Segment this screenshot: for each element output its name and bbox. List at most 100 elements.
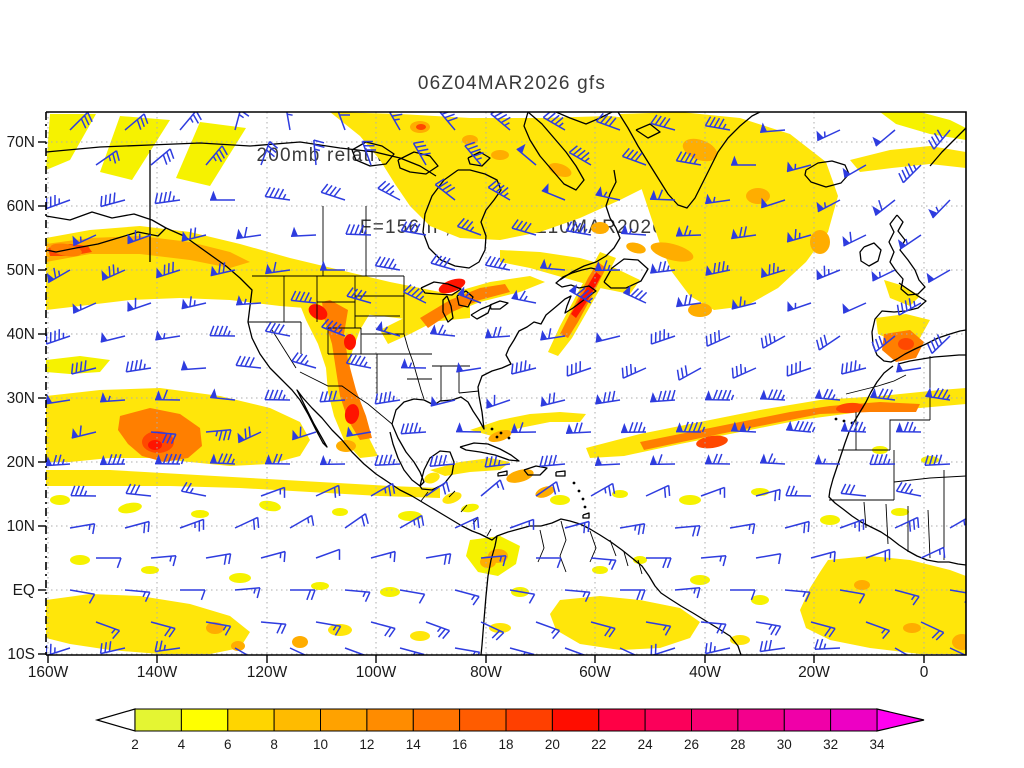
coastline: [555, 470, 566, 477]
barb-pennant: [705, 193, 713, 204]
vorticity-spot: [332, 508, 348, 516]
barb-staff: [425, 621, 451, 640]
country-border: [885, 503, 889, 545]
wind-barb: [346, 426, 372, 438]
barb-staff: [454, 516, 480, 530]
barb-staff: [480, 479, 505, 497]
wind-barb: [205, 145, 228, 166]
coastline: [582, 512, 590, 519]
barb-staff: [676, 365, 702, 381]
barb-staff: [898, 163, 922, 184]
barb-pennant: [540, 396, 548, 406]
title-line-run: 06Z04MAR2026 gfs: [417, 73, 607, 94]
colorbar-segment: [366, 708, 414, 732]
barb-staff: [154, 389, 181, 401]
vorticity-spot: [259, 500, 281, 512]
barb-staff: [535, 621, 561, 640]
barb-staff: [399, 647, 425, 655]
barb-staff: [568, 145, 592, 166]
wind-barb: [760, 333, 786, 349]
barb-pennant: [456, 362, 464, 372]
wind-barb: [925, 387, 951, 401]
barb-staff: [730, 589, 756, 601]
barb-staff: [785, 485, 812, 497]
barb-staff: [899, 234, 922, 250]
barb-staff: [399, 514, 425, 529]
barb-staff: [704, 116, 731, 131]
wind-barb: [510, 422, 537, 434]
barb-pennant: [430, 324, 438, 335]
barb-pennant: [896, 362, 904, 372]
wind-barb: [895, 481, 922, 497]
colorbar-segment: [783, 708, 832, 732]
barb-staff: [155, 261, 181, 279]
barb-staff: [536, 557, 562, 569]
wind-barb: [236, 295, 262, 306]
wind-barb: [731, 296, 757, 310]
barb-staff: [872, 269, 896, 282]
wind-barb: [180, 481, 207, 497]
coastline: [635, 123, 661, 139]
vorticity-spot: [344, 334, 356, 350]
barb-staff: [480, 621, 505, 641]
barb-staff: [209, 453, 236, 465]
barb-pennant: [872, 136, 882, 147]
lat-label: 10N: [7, 518, 35, 535]
wind-barb: [594, 260, 621, 272]
wind-barb: [290, 226, 317, 238]
barb-staff: [511, 290, 537, 304]
barb-staff: [871, 335, 896, 353]
wind-barb: [619, 647, 637, 655]
wind-barb: [705, 261, 731, 276]
barb-pennant: [540, 330, 548, 340]
barb-pennant: [155, 330, 163, 340]
country-border: [609, 539, 617, 557]
barb-staff: [265, 261, 291, 275]
wind-barb: [566, 361, 592, 377]
vorticity-spot: [650, 242, 694, 262]
wind-barb: [374, 256, 401, 271]
barb-staff: [786, 229, 812, 243]
barb-pennant: [540, 258, 548, 269]
wind-barb: [675, 151, 702, 166]
barb-staff: [150, 148, 175, 166]
wind-barb: [646, 557, 672, 569]
barb-staff: [621, 147, 647, 166]
wind-barb: [898, 163, 922, 184]
vorticity-patch: [46, 470, 440, 498]
barb-staff: [843, 231, 867, 247]
barb-staff: [260, 550, 286, 563]
wind-barb: [456, 362, 482, 373]
barb-staff: [865, 548, 891, 562]
vorticity-patch: [571, 272, 601, 318]
barb-staff: [400, 221, 427, 236]
barb-staff: [784, 589, 811, 603]
wind-barb: [454, 589, 480, 606]
barb-staff: [434, 178, 456, 201]
barb-staff: [236, 226, 262, 240]
wind-barb: [649, 454, 676, 466]
barb-staff: [100, 395, 126, 403]
wind-barb: [46, 329, 71, 345]
barb-staff: [205, 429, 232, 441]
barb-staff: [565, 422, 592, 435]
barb-staff: [400, 362, 427, 369]
barb-pennant: [650, 263, 658, 273]
barb-staff: [650, 389, 676, 403]
barb-staff: [622, 288, 648, 304]
country-border: [537, 529, 545, 563]
wind-barb: [344, 513, 369, 529]
vorticity-spot: [489, 623, 511, 633]
barb-staff: [704, 389, 735, 401]
vorticity-spot: [380, 587, 400, 597]
barb-staff: [370, 482, 396, 497]
wind-barb: [345, 224, 372, 236]
barb-pennant: [786, 161, 794, 172]
wind-barb: [675, 225, 702, 237]
barb-staff: [150, 431, 177, 445]
colorbar-arrow-left: [94, 708, 136, 732]
vorticity-spot: [506, 469, 534, 483]
barb-staff: [154, 640, 181, 653]
barb-staff: [840, 483, 867, 497]
wind-barb: [869, 454, 896, 466]
